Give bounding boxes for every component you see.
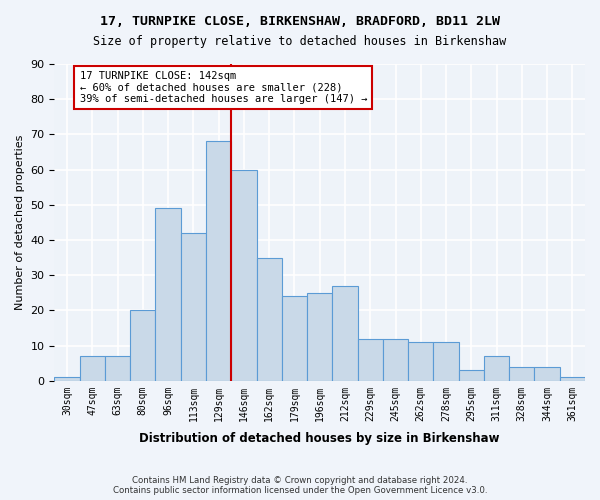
Text: Contains HM Land Registry data © Crown copyright and database right 2024.
Contai: Contains HM Land Registry data © Crown c… <box>113 476 487 495</box>
Bar <box>458 370 484 381</box>
Bar <box>155 208 181 381</box>
Text: 17 TURNPIKE CLOSE: 142sqm
← 60% of detached houses are smaller (228)
39% of semi: 17 TURNPIKE CLOSE: 142sqm ← 60% of detac… <box>80 71 367 104</box>
Bar <box>433 342 458 381</box>
Text: Size of property relative to detached houses in Birkenshaw: Size of property relative to detached ho… <box>94 35 506 48</box>
Bar <box>535 366 560 381</box>
Text: 17, TURNPIKE CLOSE, BIRKENSHAW, BRADFORD, BD11 2LW: 17, TURNPIKE CLOSE, BIRKENSHAW, BRADFORD… <box>100 15 500 28</box>
Bar <box>332 286 358 381</box>
Bar <box>105 356 130 381</box>
Bar <box>509 366 535 381</box>
Bar <box>383 338 408 381</box>
Bar <box>130 310 155 381</box>
Bar <box>408 342 433 381</box>
Bar <box>206 142 231 381</box>
Bar <box>358 338 383 381</box>
Bar <box>257 258 282 381</box>
Bar <box>181 233 206 381</box>
Bar <box>560 378 585 381</box>
Bar <box>282 296 307 381</box>
Bar <box>484 356 509 381</box>
Y-axis label: Number of detached properties: Number of detached properties <box>15 134 25 310</box>
X-axis label: Distribution of detached houses by size in Birkenshaw: Distribution of detached houses by size … <box>139 432 500 445</box>
Bar <box>231 170 257 381</box>
Bar <box>307 293 332 381</box>
Bar <box>55 378 80 381</box>
Bar <box>80 356 105 381</box>
